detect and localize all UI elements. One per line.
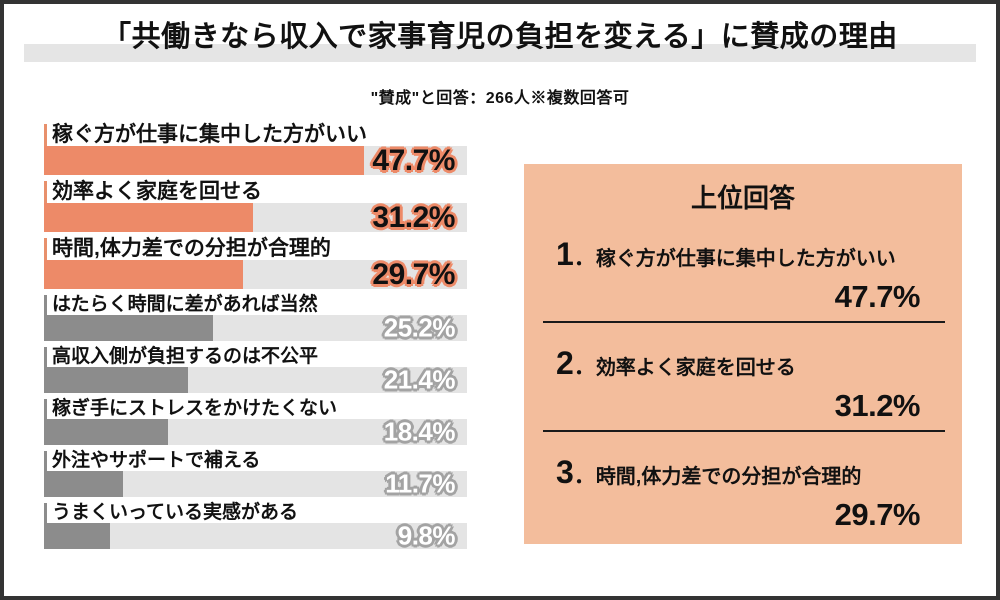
bar-value-label: 21.4% <box>383 364 456 395</box>
bar-label: 高収入側が負担するのは不公平 <box>44 347 467 367</box>
bar-value-label: 29.7% <box>372 257 455 291</box>
bar-row: 効率よく家庭を回せる 31.2% <box>44 181 467 234</box>
top-answer-item: 2．効率よく家庭を回せる 31.2% <box>524 346 962 422</box>
bar-label: うまくいっている実感がある <box>44 503 467 523</box>
bar-value-label: 31.2% <box>372 200 455 234</box>
top-answer-value: 31.2% <box>834 388 921 423</box>
bar-track: 47.7% <box>44 143 467 177</box>
title-highlight-band <box>24 44 976 62</box>
bar-track: 29.7% <box>44 257 467 291</box>
top-answer-line: 3．時間,体力差での分担が合理的 <box>556 455 942 490</box>
panel-title: 上位回答 <box>690 183 795 213</box>
bar-fill <box>44 367 188 393</box>
bar-fill <box>44 419 168 445</box>
bar-value-label: 18.4% <box>383 416 456 447</box>
bar-value-label: 9.8% <box>397 520 456 551</box>
bar-row: 高収入側が負担するのは不公平 21.4% <box>44 347 467 395</box>
bar-track: 21.4% <box>44 364 467 395</box>
bar-label: 稼ぐ方が仕事に集中した方がいい <box>44 124 467 146</box>
bar-label: 時間,体力差での分担が合理的 <box>44 238 467 260</box>
top-answer-item: 1．稼ぐ方が仕事に集中した方がいい 47.7% <box>524 237 962 313</box>
bar-track: 25.2% <box>44 312 467 343</box>
bar-row: 稼ぎ手にストレスをかけたくない 18.4% <box>44 399 467 447</box>
bar-value-label: 11.7% <box>385 468 455 499</box>
top-answer-line: 1．稼ぐ方が仕事に集中した方がいい <box>556 237 942 272</box>
bar-track: 9.8% <box>44 520 467 551</box>
top-answer-rank-dot: ． <box>573 245 596 270</box>
page-title: 「共働きなら収入で家事育児の負担を変える」に賛成の理由 <box>102 21 898 53</box>
bar-value-label: 47.7% <box>372 143 455 177</box>
bar-label: はたらく時間に差があれば当然 <box>44 295 467 315</box>
bar-track: 31.2% <box>44 200 467 234</box>
top-answer-rank-dot: ． <box>573 354 596 379</box>
bar-row: 外注やサポートで補える 11.7% <box>44 451 467 499</box>
bar-track: 11.7% <box>44 468 467 499</box>
top-answer-value: 29.7% <box>834 497 921 532</box>
top-answer-label: 稼ぐ方が仕事に集中した方がいい <box>595 248 896 270</box>
panel-separator <box>543 321 945 323</box>
panel-separator <box>543 430 945 432</box>
top-answer-rank: 3 <box>556 454 574 490</box>
top-answer-label: 時間,体力差での分担が合理的 <box>595 466 862 488</box>
top-answer-rank: 1 <box>556 236 574 272</box>
bar-fill <box>44 146 365 175</box>
bar-fill <box>44 471 123 497</box>
top-answer-rank-dot: ． <box>573 463 596 488</box>
bar-row: 稼ぐ方が仕事に集中した方がいい 47.7% <box>44 124 467 177</box>
top-answer-rank: 2 <box>556 345 574 381</box>
subtitle: "賛成"と回答：266人※複数回答可 <box>370 90 630 107</box>
bar-track: 18.4% <box>44 416 467 447</box>
bar-fill <box>44 203 254 232</box>
bar-value-label: 25.2% <box>383 312 456 343</box>
bar-fill <box>44 315 214 341</box>
top-answer-line: 2．効率よく家庭を回せる <box>556 346 942 381</box>
panel-items: 1．稼ぐ方が仕事に集中した方がいい 47.7% 2．効率よく家庭を回せる 31.… <box>524 237 962 531</box>
bar-label: 外注やサポートで補える <box>44 451 467 471</box>
header: 「共働きなら収入で家事育児の負担を変える」に賛成の理由 <box>4 18 996 66</box>
bar-row: はたらく時間に差があれば当然 25.2% <box>44 295 467 343</box>
top-answers-panel: 上位回答 1．稼ぐ方が仕事に集中した方がいい 47.7% 2．効率よく家庭を回せ… <box>524 164 962 544</box>
bar-fill <box>44 260 244 289</box>
bar-label: 効率よく家庭を回せる <box>44 181 467 203</box>
bar-chart: 稼ぐ方が仕事に集中した方がいい 47.7% 効率よく家庭を回せる 31.2% 時… <box>44 124 467 555</box>
bar-label: 稼ぎ手にストレスをかけたくない <box>44 399 467 419</box>
bar-row: 時間,体力差での分担が合理的 29.7% <box>44 238 467 291</box>
bar-fill <box>44 523 110 549</box>
top-answer-item: 3．時間,体力差での分担が合理的 29.7% <box>524 455 962 531</box>
top-answer-value: 47.7% <box>834 279 921 314</box>
bar-row: うまくいっている実感がある 9.8% <box>44 503 467 551</box>
top-answer-label: 効率よく家庭を回せる <box>595 357 796 379</box>
